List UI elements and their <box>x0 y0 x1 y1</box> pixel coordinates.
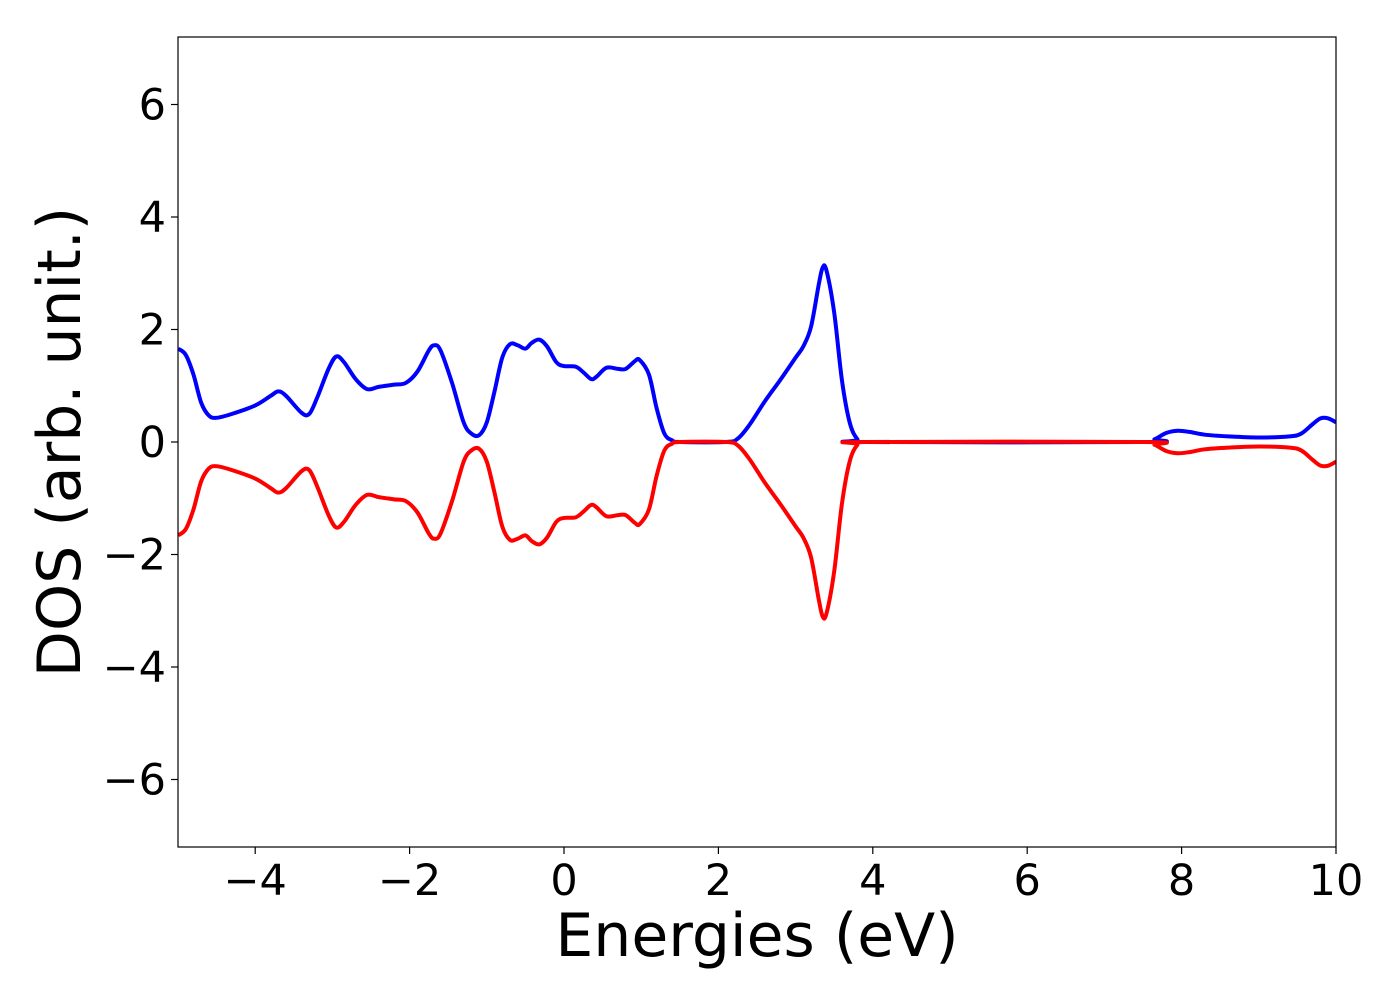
x-tick-label: 10 <box>1309 856 1364 906</box>
y-tick-label: 2 <box>139 306 166 356</box>
x-axis: −4 −2 0 2 4 6 8 10 <box>224 847 1364 906</box>
y-tick-label: 4 <box>139 193 166 243</box>
series-line-2 <box>178 439 1336 621</box>
y-tick-label: 0 <box>139 418 166 468</box>
y-tick-label: −6 <box>103 756 166 806</box>
x-tick-label: −4 <box>224 856 287 906</box>
y-tick-label: −4 <box>103 643 166 693</box>
x-tick-label: −2 <box>378 856 441 906</box>
x-tick-label: 6 <box>1014 856 1041 906</box>
y-tick-label: −2 <box>103 531 166 581</box>
y-tick-label: 6 <box>139 81 166 131</box>
x-tick-label: 0 <box>550 856 577 906</box>
series-layer <box>178 263 1336 621</box>
y-axis-label: DOS (arb. unit.) <box>25 207 95 677</box>
x-tick-label: 8 <box>1168 856 1195 906</box>
x-axis-label: Energies (eV) <box>555 901 958 971</box>
x-tick-label: 4 <box>859 856 886 906</box>
series-line-1 <box>178 263 1336 445</box>
x-tick-label: 2 <box>705 856 732 906</box>
y-axis: −6 −4 −2 0 2 4 6 <box>103 81 178 806</box>
